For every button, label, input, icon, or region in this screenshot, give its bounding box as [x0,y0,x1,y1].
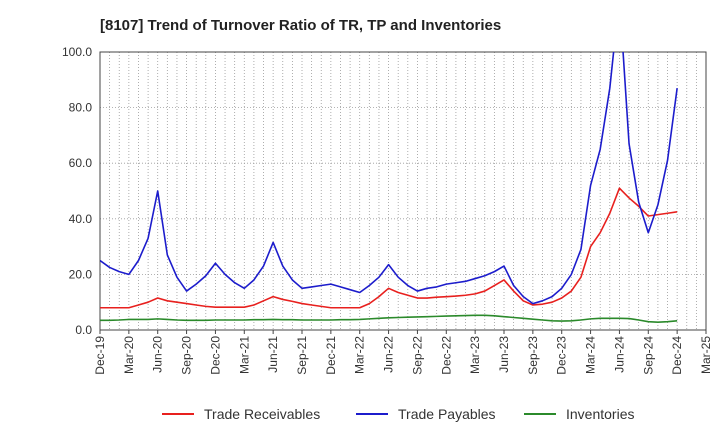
x-tick-label: Dec-24 [670,336,684,375]
series-lines [100,52,678,324]
series-line-trade-receivables [100,187,678,309]
x-tick-label: Sep-22 [410,336,424,375]
legend: Trade Receivables Trade Payables Inventori… [162,406,634,422]
x-tick-label: Jun-21 [266,336,280,373]
x-tick-label: Jun-20 [151,336,165,373]
x-tick-label: Sep-20 [180,336,194,375]
x-tick-label: Mar-24 [584,336,598,374]
x-tick-label: Mar-23 [468,336,482,374]
axes: 0.0 20.0 40.0 60.0 80.0 100.0 Dec-19 Mar-20 Jun-… [62,45,713,375]
legend-label-trade-receivables: Trade Receivables [204,406,320,422]
x-tick-label: Jun-24 [612,336,626,373]
legend-label-inventories: Inventories [566,406,634,422]
x-tick-label: Sep-23 [526,336,540,375]
grid-lines [100,52,706,330]
plot-frame [99,51,707,331]
x-tick-label: Dec-22 [439,336,453,375]
x-tick-label: Sep-24 [641,336,655,375]
y-tick-label: 0.0 [75,323,92,337]
x-tick-label: Jun-22 [382,336,396,373]
x-tick-label: Mar-21 [237,336,251,374]
y-tick-label: 40.0 [69,212,93,226]
legend-label-trade-payables: Trade Payables [398,406,496,422]
x-tick-label: Dec-21 [324,336,338,375]
x-tick-label: Dec-23 [555,336,569,375]
y-tick-label: 60.0 [69,156,93,170]
series-line-inventories [100,314,678,324]
x-tick-label: Mar-20 [122,336,136,374]
x-tick-label: Mar-25 [699,336,713,374]
x-tick-label: Dec-20 [208,336,222,375]
series-line-trade-payables [100,52,678,305]
x-tick-label: Jun-23 [497,336,511,373]
chart-title: [8107] Trend of Turnover Ratio of TR, TP… [100,17,501,34]
x-tick-label: Mar-22 [353,336,367,374]
x-tick-label: Sep-21 [295,336,309,375]
y-tick-label: 20.0 [69,267,93,281]
x-tick-label: Dec-19 [93,336,107,375]
y-tick-label: 100.0 [62,45,92,59]
y-tick-label: 80.0 [69,101,93,115]
